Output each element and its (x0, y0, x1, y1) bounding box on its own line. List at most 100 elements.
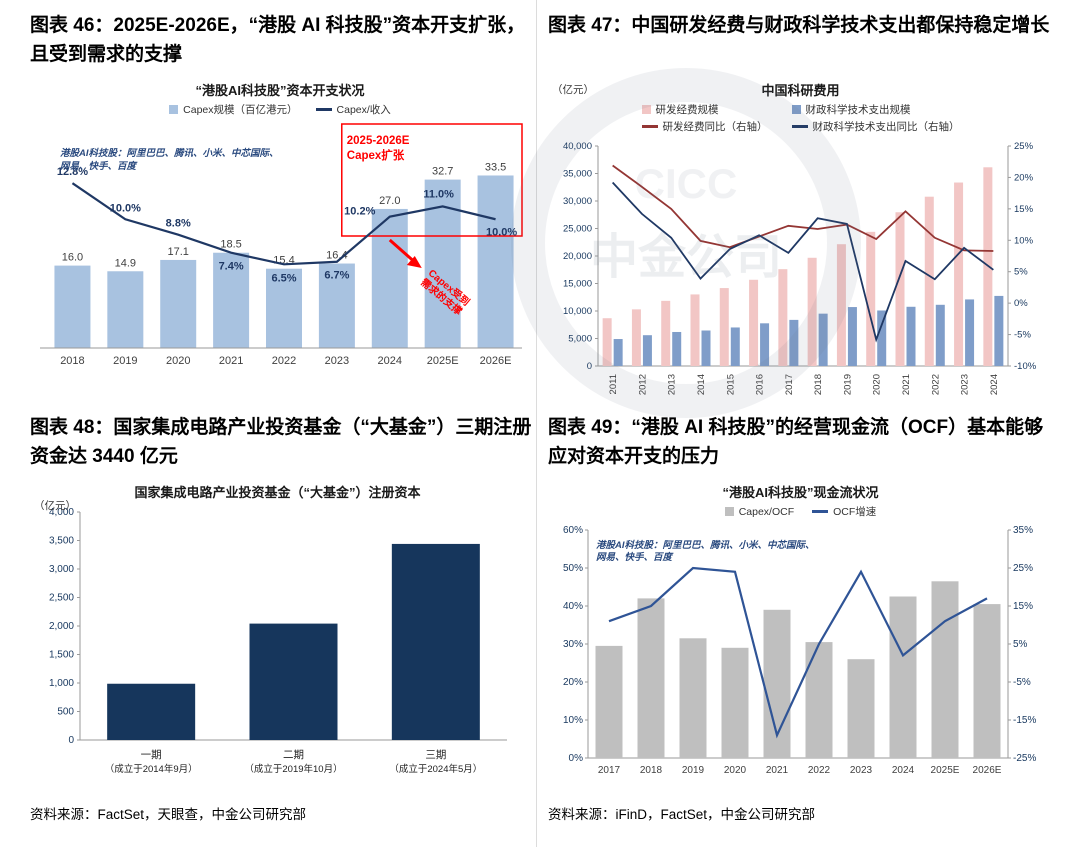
source-note-right: 资料来源：iFinD，FactSet，中金公司研究部 (548, 807, 816, 822)
capex-expansion-label: 2025-2026E (347, 135, 410, 147)
left-axis-tick-label: 60% (563, 525, 583, 536)
x-axis-label: 2024 (989, 374, 1000, 395)
figure-47-plot: 0 5,000 10,000 15,000 20,000 25,000 30,000 35,0… (563, 141, 1037, 395)
capex-expansion-box (341, 123, 523, 237)
legend-item: Capex/收入 (315, 102, 391, 117)
x-axis-label: 2015 (725, 374, 736, 395)
left-axis-tick-label: 30% (563, 639, 583, 650)
bar-value-label: 14.9 (115, 257, 136, 269)
legend-label: Capex/收入 (336, 104, 391, 116)
x-axis-label: 2016 (755, 374, 766, 395)
rd-expense-bar (778, 269, 788, 366)
capex-bar (477, 175, 514, 348)
right-axis-tick-label: -15% (1013, 715, 1036, 726)
capex-bar (160, 259, 197, 348)
left-axis-tick-label: 30,000 (563, 196, 592, 207)
left-axis-tick-label: 20,000 (563, 251, 592, 262)
left-axis-tick-label: 4,000 (49, 507, 74, 518)
left-axis-tick-label: 2,500 (49, 593, 74, 604)
capex-ocf-bar (679, 638, 707, 758)
left-axis-tick-label: 3,000 (49, 564, 74, 575)
legend-label: OCF增速 (833, 506, 877, 518)
x-axis-label: 2017 (784, 374, 795, 395)
capex-ocf-bar (847, 659, 875, 758)
legend-item: 财政科学技术支出规模 (791, 102, 960, 117)
capex-ocf-bar (973, 604, 1001, 758)
right-axis-tick-label: 35% (1013, 525, 1033, 536)
x-axis-label: 2019 (113, 355, 137, 367)
legend-bar-swatch (724, 507, 734, 516)
x-axis-sublabel: （成立于2014年9月） (105, 763, 198, 775)
x-axis-label: 2017 (598, 765, 621, 776)
bar-value-label: 33.5 (485, 161, 506, 173)
x-axis-label: 2018 (60, 355, 84, 367)
capex-revenue-ratio-line (71, 182, 496, 266)
figure-49-heading: 图表 49：“港股 AI 科技股”的经营现金流（OCF）基本能够应对资本开支的压… (548, 417, 1044, 467)
right-axis-tick-label: 25% (1014, 141, 1034, 152)
x-axis-label: 2020 (872, 374, 883, 395)
left-axis-tick-label: 3,500 (49, 536, 74, 547)
left-axis-tick-label: 1,500 (49, 650, 74, 661)
x-axis-sublabel: （成立于2019年10月） (244, 763, 342, 775)
x-axis-label: 2018 (640, 765, 663, 776)
left-axis-tick-label: 35,000 (563, 169, 592, 180)
fiscal-st-bar (642, 335, 652, 366)
rd-expense-bar (661, 300, 671, 366)
fund-phase-bar (391, 543, 480, 740)
left-axis-tick-label: 1,000 (49, 678, 74, 689)
figure-48-chart-title: 国家集成电路产业投资基金（“大基金”）注册资本 (134, 485, 421, 500)
right-axis-tick-label: -5% (1014, 330, 1031, 341)
capex-ocf-bar (721, 647, 749, 758)
fiscal-st-yoy-line (611, 181, 994, 343)
left-axis-tick-label: 2,000 (49, 621, 74, 632)
left-axis-tick-label: 50% (563, 563, 583, 574)
figure-49-chart: “港股AI科技股”现金流状况 Capex/OCF OCF增速 0% 10% 20% 30… (548, 482, 1053, 797)
x-axis-label: 2019 (682, 765, 705, 776)
column-divider (536, 0, 537, 847)
rd-expense-bar (807, 257, 817, 366)
legend-label: 研发经费规模 (655, 104, 719, 116)
legend-item: Capex/OCF (724, 505, 795, 518)
bar-value-label: 18.5 (220, 239, 241, 251)
chart-note: 港股AI科技股：阿里巴巴、腾讯、小米、中芯国际、 (596, 539, 815, 551)
x-axis-label: 2026E (973, 765, 1002, 776)
legend-line-swatch (791, 125, 808, 128)
fiscal-st-bar (847, 307, 857, 366)
left-axis-tick-label: 15,000 (563, 279, 592, 290)
legend-item: 研发经费同比（右轴） (641, 119, 768, 134)
x-axis-label: 2023 (325, 355, 349, 367)
left-axis-tick-label: 10% (563, 715, 583, 726)
fiscal-st-bar (760, 323, 770, 366)
x-axis-label: 一期 (141, 749, 162, 761)
left-axis-tick-label: 10,000 (563, 306, 592, 317)
left-axis-tick-label: 0 (68, 735, 74, 746)
fund-phase-bar (107, 683, 196, 740)
x-axis-label: 2022 (272, 355, 296, 367)
right-axis-tick-label: 15% (1013, 601, 1033, 612)
capex-ocf-bar (805, 642, 833, 758)
right-axis-tick-label: -25% (1013, 753, 1036, 764)
legend-bar-swatch (169, 105, 179, 114)
capex-ocf-bar (637, 598, 665, 758)
x-axis-label: 2026E (480, 355, 512, 367)
chart-note: 网易、快手、百度 (596, 551, 675, 563)
legend-label: 研发经费同比（右轴） (662, 121, 768, 133)
bar-value-label: 16.4 (326, 250, 347, 262)
demand-arrow (388, 238, 417, 265)
left-axis-tick-label: 5,000 (568, 334, 592, 345)
ratio-value-label: 6.5% (271, 272, 296, 284)
rd-expense-bar (866, 231, 876, 366)
fiscal-st-bar (994, 295, 1004, 366)
right-axis-tick-label: -10% (1014, 361, 1037, 372)
capex-expansion-label: Capex扩张 (347, 148, 405, 162)
rd-expense-bar (602, 318, 612, 366)
rd-expense-bar (631, 309, 641, 366)
figure-46-legend: Capex规模（百亿港元） Capex/收入 (30, 102, 530, 117)
ocf-growth-line (608, 566, 988, 739)
legend-label: Capex/OCF (738, 505, 795, 518)
bar-value-label: 27.0 (379, 195, 400, 207)
right-axis-tick-label: 25% (1013, 563, 1033, 574)
ratio-value-label: 7.4% (219, 261, 244, 273)
ratio-value-label: 6.7% (324, 270, 349, 282)
figure-48-unit-label: （亿元） (34, 500, 76, 512)
